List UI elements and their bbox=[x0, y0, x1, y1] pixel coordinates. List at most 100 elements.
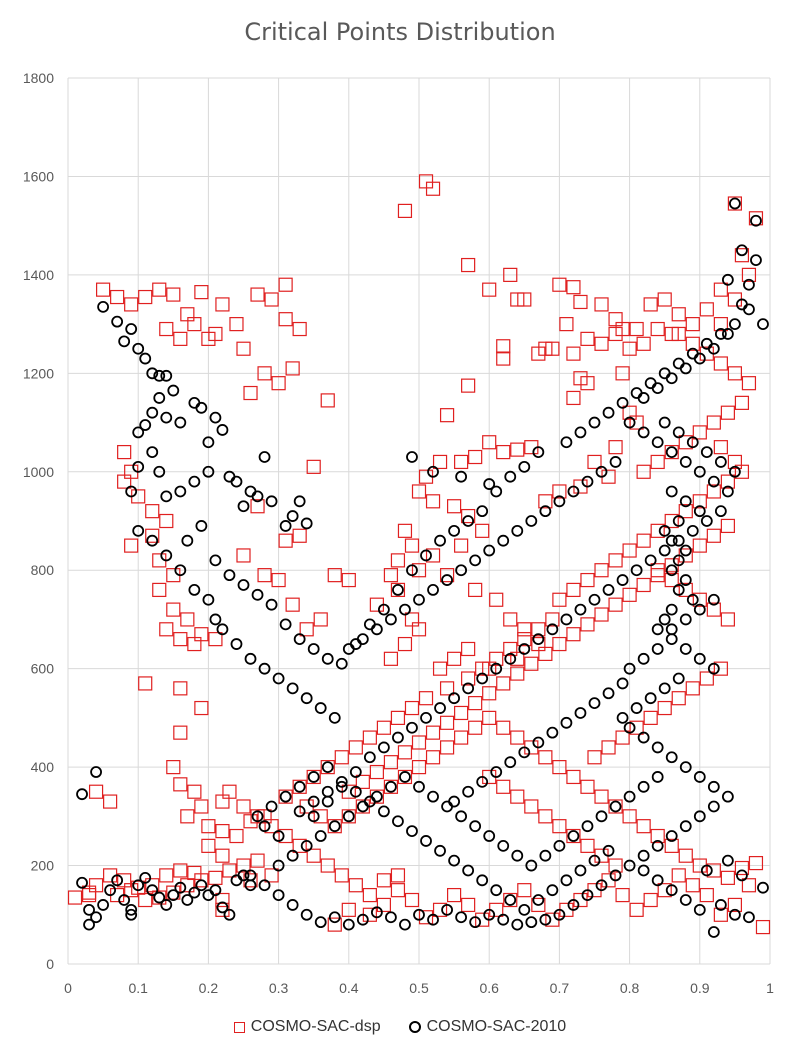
data-point-circle bbox=[258, 879, 271, 892]
data-point-circle bbox=[153, 891, 166, 904]
data-point-square bbox=[685, 336, 700, 351]
data-point-circle bbox=[553, 908, 566, 921]
data-point-square bbox=[734, 860, 750, 876]
data-point-circle bbox=[160, 369, 173, 382]
data-point-circle bbox=[251, 490, 264, 503]
y-tick-label: 1200 bbox=[23, 365, 54, 381]
data-point-square bbox=[468, 582, 483, 598]
y-tick-label: 600 bbox=[31, 661, 55, 677]
x-tick-label: 0 bbox=[64, 980, 72, 996]
data-point-circle bbox=[300, 692, 313, 705]
data-point-circle bbox=[146, 446, 159, 458]
y-tick-label: 400 bbox=[31, 759, 55, 775]
data-point-circle bbox=[279, 520, 292, 532]
data-point-square bbox=[678, 848, 693, 863]
data-point-square bbox=[468, 449, 483, 465]
data-point-circle bbox=[97, 899, 109, 911]
data-point-circle bbox=[644, 692, 657, 705]
data-point-circle bbox=[679, 544, 692, 557]
legend: COSMO-SAC-dsp COSMO-SAC-2010 bbox=[0, 1018, 800, 1036]
data-point-circle bbox=[567, 899, 580, 911]
data-point-square bbox=[580, 617, 595, 632]
data-point-square bbox=[264, 868, 279, 883]
data-point-circle bbox=[427, 584, 439, 596]
data-point-square bbox=[439, 740, 455, 755]
data-point-circle bbox=[665, 534, 678, 547]
data-point-square bbox=[313, 809, 328, 824]
data-point-square bbox=[566, 828, 581, 844]
data-point-square bbox=[292, 779, 307, 794]
data-point-square bbox=[173, 777, 188, 792]
data-point-square bbox=[650, 523, 665, 538]
data-point-circle bbox=[230, 638, 243, 650]
data-point-square bbox=[489, 592, 504, 607]
data-point-circle bbox=[455, 470, 468, 483]
data-point-square bbox=[748, 855, 764, 871]
data-point-circle bbox=[665, 884, 678, 897]
data-point-circle bbox=[104, 884, 117, 897]
data-point-square bbox=[713, 440, 728, 455]
data-point-square bbox=[390, 553, 406, 568]
data-point-circle bbox=[665, 751, 678, 764]
data-point-square bbox=[650, 454, 665, 470]
data-point-circle bbox=[167, 384, 180, 397]
data-point-square bbox=[510, 666, 525, 681]
data-point-square bbox=[741, 376, 757, 391]
data-point-circle bbox=[532, 446, 545, 458]
data-point-square bbox=[608, 553, 623, 568]
data-point-square bbox=[573, 294, 588, 310]
data-point-circle bbox=[504, 470, 517, 483]
data-point-circle bbox=[392, 815, 404, 828]
data-point-circle bbox=[476, 874, 489, 887]
data-point-square bbox=[404, 538, 420, 553]
data-point-circle bbox=[328, 820, 341, 833]
data-point-circle bbox=[729, 318, 741, 331]
data-point-circle bbox=[707, 342, 720, 355]
data-point-circle bbox=[286, 510, 299, 522]
data-point-circle bbox=[462, 515, 475, 527]
y-tick-label: 800 bbox=[31, 562, 55, 578]
data-point-circle bbox=[672, 554, 685, 567]
data-point-square bbox=[720, 405, 735, 420]
data-point-square bbox=[503, 641, 518, 657]
data-point-circle bbox=[721, 854, 734, 867]
data-point-square bbox=[664, 572, 679, 588]
data-point-circle bbox=[686, 524, 699, 537]
data-point-square bbox=[713, 356, 728, 371]
data-point-circle bbox=[441, 800, 453, 813]
data-point-circle bbox=[448, 854, 461, 867]
data-point-square bbox=[376, 720, 391, 735]
data-point-square bbox=[439, 681, 455, 696]
data-point-circle bbox=[602, 687, 615, 700]
data-point-square bbox=[285, 597, 300, 612]
data-point-square bbox=[692, 592, 707, 607]
data-point-square bbox=[208, 870, 223, 885]
data-point-circle bbox=[511, 849, 524, 862]
x-tick-label: 0.4 bbox=[339, 980, 359, 996]
data-point-square bbox=[622, 809, 637, 824]
data-point-circle bbox=[679, 761, 692, 774]
data-point-circle bbox=[707, 475, 720, 488]
y-tick-label: 1800 bbox=[23, 70, 54, 86]
data-point-circle bbox=[469, 916, 482, 929]
data-point-square bbox=[411, 760, 427, 775]
data-point-square bbox=[531, 897, 546, 913]
data-point-square bbox=[313, 612, 328, 627]
data-point-square bbox=[552, 819, 567, 834]
x-tick-label: 0.2 bbox=[199, 980, 219, 996]
data-point-circle bbox=[455, 564, 468, 577]
data-point-square bbox=[699, 887, 714, 903]
data-point-square bbox=[278, 277, 293, 292]
data-point-circle bbox=[223, 908, 236, 921]
data-point-square bbox=[566, 390, 581, 406]
data-point-square bbox=[159, 868, 174, 883]
data-point-circle bbox=[637, 426, 650, 439]
data-point-circle bbox=[413, 908, 425, 921]
data-point-square bbox=[454, 730, 469, 745]
data-point-square bbox=[594, 336, 609, 351]
data-point-square bbox=[461, 897, 476, 913]
data-point-circle bbox=[427, 465, 439, 478]
data-point-circle bbox=[658, 544, 671, 557]
data-point-circle bbox=[686, 593, 699, 606]
data-point-square bbox=[215, 892, 230, 908]
